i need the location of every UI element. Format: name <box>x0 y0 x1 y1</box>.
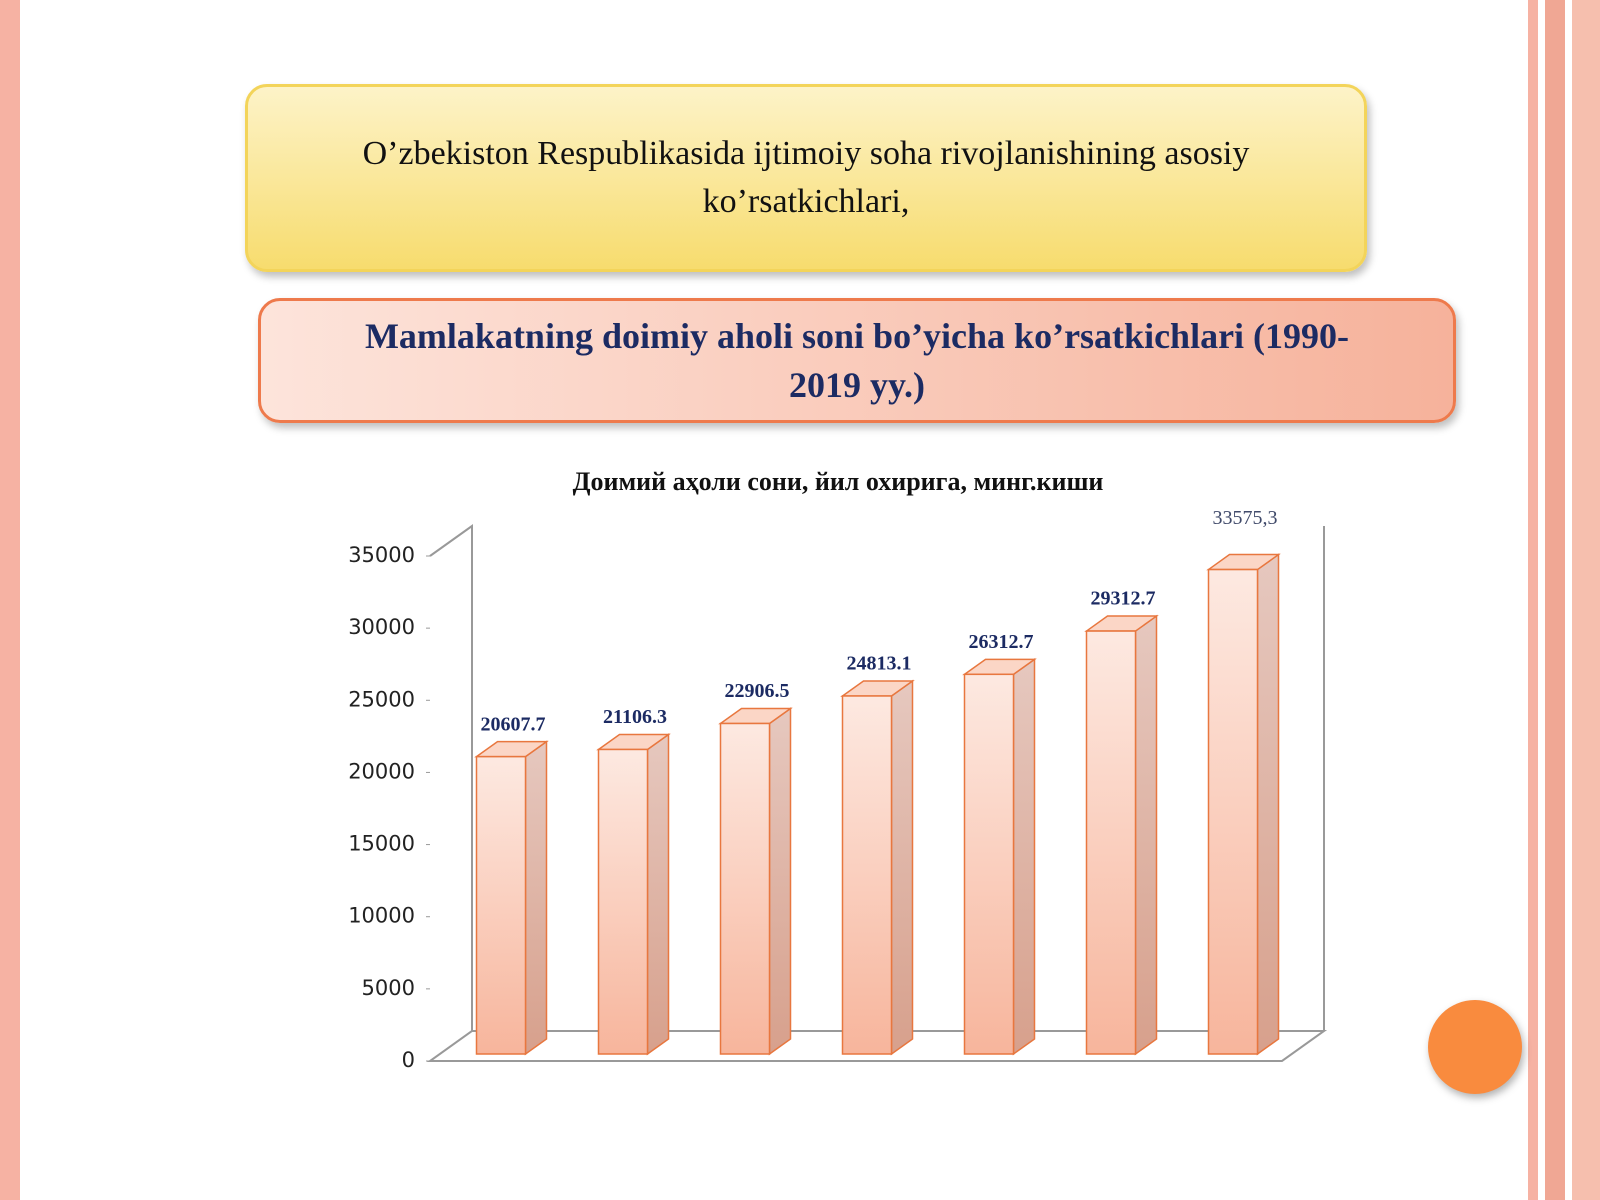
decor-circle <box>1428 1000 1522 1094</box>
value-label: 20607.7 <box>481 713 546 735</box>
bar-side <box>1012 657 1036 1056</box>
y-tick-label: 10000 <box>348 904 415 928</box>
bar <box>475 755 527 1055</box>
value-label: 26312.7 <box>969 631 1034 653</box>
bar <box>841 695 893 1055</box>
slide-title: O’zbekiston Respublikasida ijtimoiy soha… <box>362 135 1250 220</box>
value-label: 29312.7 <box>1091 588 1156 610</box>
y-tick-label: 30000 <box>348 615 415 639</box>
y-tick-label: 0 <box>402 1048 415 1072</box>
y-tick-label: 35000 <box>348 543 415 567</box>
y-tick-label: 25000 <box>348 687 415 711</box>
right-stripe <box>1545 0 1565 1200</box>
bar <box>963 673 1015 1055</box>
right-stripe <box>1528 0 1538 1200</box>
bar <box>1207 568 1259 1055</box>
slide-subtitle: Mamlakatning doimiy aholi soni bo’yicha … <box>364 315 1350 405</box>
bar-side <box>1134 614 1158 1056</box>
right-stripe <box>1572 0 1600 1200</box>
bar-side <box>646 733 670 1056</box>
value-label: 22906.5 <box>725 680 790 702</box>
y-tick-label: 15000 <box>348 832 415 856</box>
value-label: 24813.1 <box>847 653 912 675</box>
title-box: O’zbekiston Respublikasida ijtimoiy soha… <box>245 84 1367 272</box>
bar <box>1085 630 1137 1055</box>
bar-side <box>768 707 792 1056</box>
bar <box>719 722 771 1055</box>
chart-title: Доимий аҳоли сони, йил охирига, минг.киш… <box>573 467 1104 496</box>
y-tick-label: 5000 <box>362 976 415 1000</box>
y-tick-label: 20000 <box>348 759 415 783</box>
subtitle-box: Mamlakatning doimiy aholi soni bo’yicha … <box>258 298 1456 423</box>
bar <box>597 748 649 1055</box>
bar-side <box>524 740 548 1056</box>
value-label: 21106.3 <box>603 706 667 728</box>
bar-side <box>890 679 914 1056</box>
bar-side <box>1256 553 1280 1056</box>
value-label: 33575,3 <box>1213 507 1278 529</box>
left-border <box>0 0 20 1200</box>
